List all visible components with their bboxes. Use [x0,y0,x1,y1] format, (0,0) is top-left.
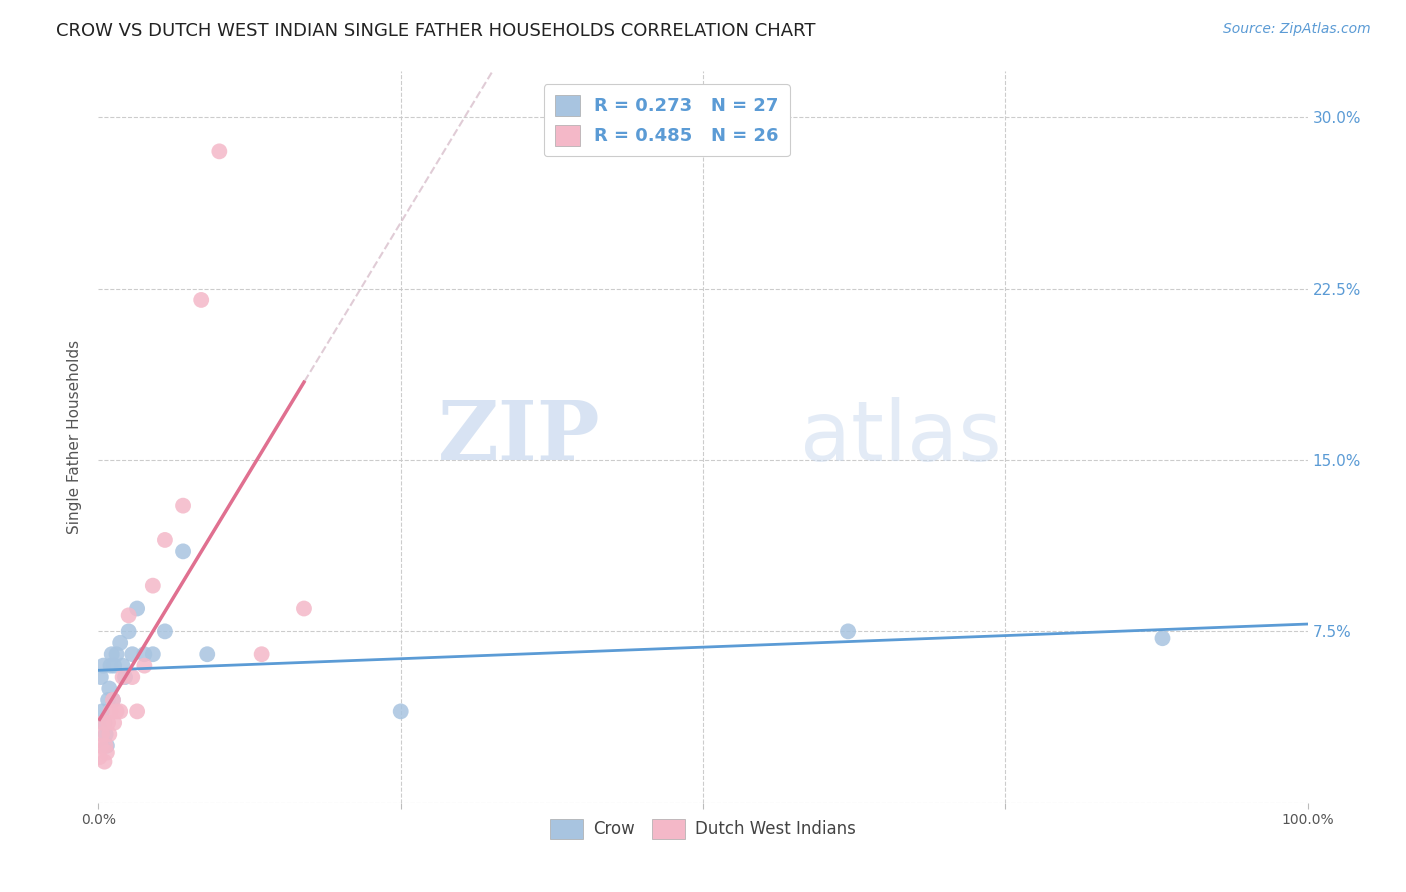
Point [90,670,112,684]
Point [127,601,149,615]
Point [292,601,315,615]
Legend: Crow, Dutch West Indians: Crow, Dutch West Indians [543,812,863,846]
Point [101,693,124,707]
Point [93,755,115,769]
Point [153,624,176,639]
Text: atlas: atlas [800,397,1001,477]
Point [172,499,194,513]
Point [91,727,114,741]
Point [118,624,141,639]
Point [96,746,118,760]
Point [91,658,114,673]
Point [389,705,412,719]
Point [1152,632,1174,646]
Point [98,727,121,741]
Point [114,670,136,684]
Point [100,658,122,673]
Point [101,693,124,707]
Point [105,705,128,719]
Text: ZIP: ZIP [437,397,600,477]
Point [153,533,176,547]
Point [111,670,134,684]
Point [94,727,117,741]
Point [118,608,141,623]
Text: CROW VS DUTCH WEST INDIAN SINGLE FATHER HOUSEHOLDS CORRELATION CHART: CROW VS DUTCH WEST INDIAN SINGLE FATHER … [56,22,815,40]
Point [142,647,165,661]
Point [134,658,156,673]
Point [103,715,125,730]
Point [97,693,120,707]
Point [91,705,114,719]
Point [97,715,120,730]
Point [127,705,149,719]
Point [103,658,125,673]
Point [121,670,143,684]
Point [172,544,194,558]
Point [94,739,117,753]
Point [837,624,859,639]
Point [89,750,111,764]
Point [98,681,121,696]
Point [91,715,114,730]
Point [100,647,122,661]
Point [121,647,143,661]
Text: Source: ZipAtlas.com: Source: ZipAtlas.com [1223,22,1371,37]
Point [134,647,156,661]
Point [105,647,128,661]
Point [190,293,212,307]
Point [96,739,118,753]
Point [108,705,131,719]
Point [195,647,218,661]
Point [250,647,273,661]
Point [100,705,122,719]
Point [111,658,134,673]
Point [142,579,165,593]
Point [90,739,112,753]
Y-axis label: Single Father Households: Single Father Households [67,340,83,534]
Point [208,145,231,159]
Point [108,636,131,650]
Point [93,715,115,730]
